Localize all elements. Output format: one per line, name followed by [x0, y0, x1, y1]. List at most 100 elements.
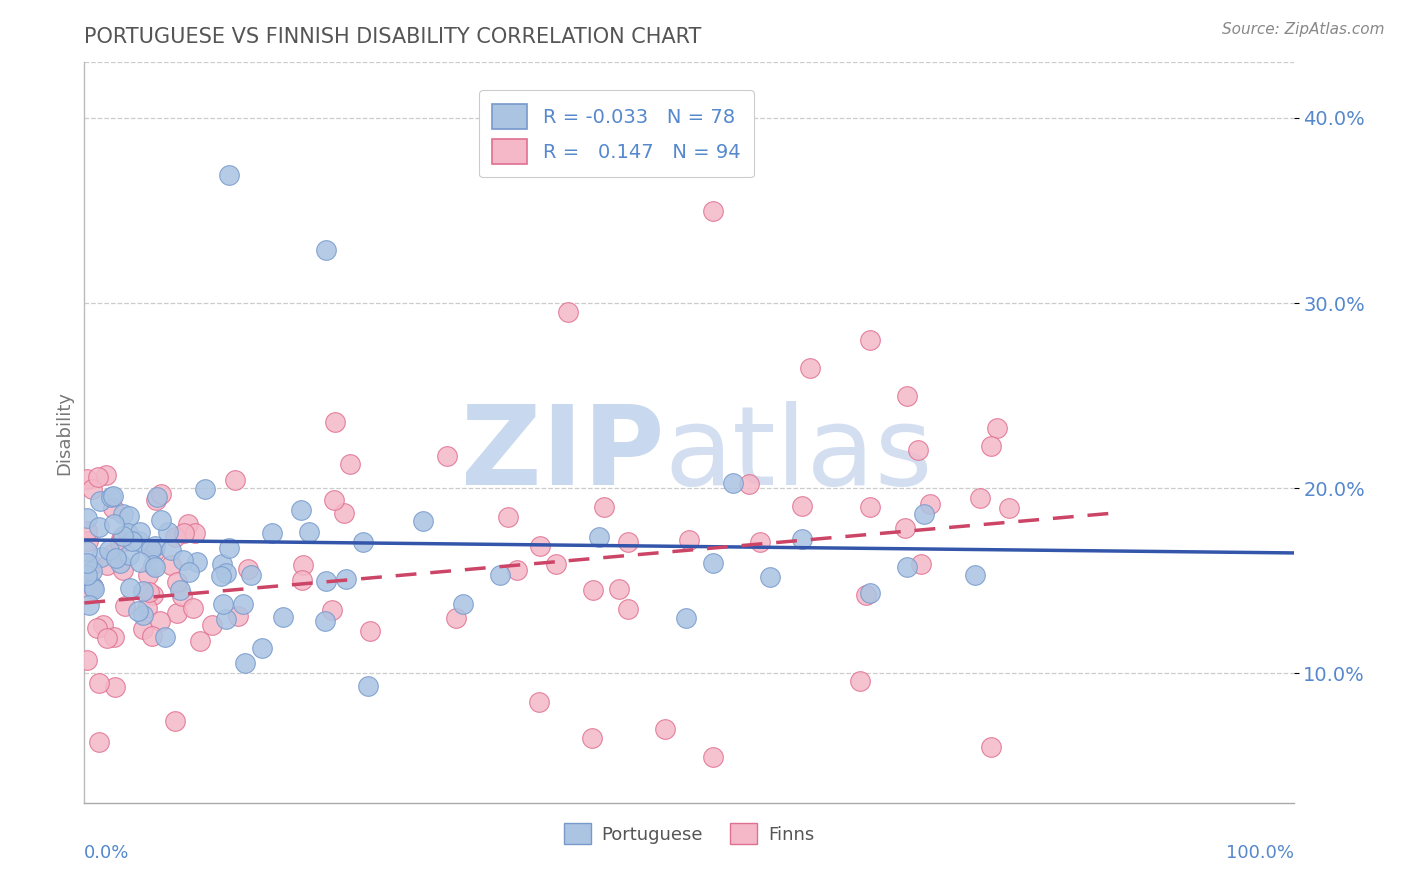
Y-axis label: Disability: Disability: [55, 391, 73, 475]
Point: [110, 533, 132, 547]
Point: [155, 630, 177, 644]
Point: [76, 533, 98, 548]
Point: [271, 610, 294, 624]
Point: [186, 556, 208, 570]
Point: [118, 509, 141, 524]
Point: [172, 552, 194, 566]
Point: [359, 624, 381, 639]
Point: [292, 558, 315, 572]
Point: [920, 497, 942, 511]
Point: [859, 333, 882, 347]
Point: [77, 599, 100, 613]
Point: [315, 574, 337, 589]
Point: [678, 533, 700, 547]
Point: [104, 681, 127, 695]
Point: [593, 500, 616, 514]
Point: [323, 415, 346, 429]
Point: [506, 563, 529, 577]
Point: [166, 574, 188, 589]
Point: [142, 545, 165, 559]
Point: [333, 506, 356, 520]
Point: [581, 731, 603, 745]
Point: [224, 473, 246, 487]
Point: [201, 618, 224, 632]
Text: 100.0%: 100.0%: [1226, 844, 1294, 862]
Point: [654, 722, 676, 736]
Point: [103, 516, 125, 531]
Point: [792, 532, 814, 546]
Point: [356, 679, 378, 693]
Point: [859, 586, 882, 600]
Text: PORTUGUESE VS FINNISH DISABILITY CORRELATION CHART: PORTUGUESE VS FINNISH DISABILITY CORRELA…: [84, 27, 702, 47]
Point: [82, 564, 104, 578]
Point: [792, 499, 814, 513]
Point: [76, 524, 98, 538]
Point: [582, 582, 605, 597]
Point: [101, 489, 124, 503]
Point: [997, 501, 1019, 516]
Point: [149, 487, 172, 501]
Point: [859, 500, 882, 515]
Point: [233, 657, 256, 671]
Point: [314, 614, 336, 628]
Point: [980, 740, 1002, 755]
Point: [127, 604, 149, 618]
Point: [759, 570, 782, 584]
Point: [103, 501, 125, 516]
Point: [436, 449, 458, 463]
Point: [128, 534, 150, 549]
Point: [193, 482, 215, 496]
Point: [489, 567, 512, 582]
Point: [86, 622, 108, 636]
Point: [83, 582, 105, 596]
Point: [121, 534, 143, 549]
Point: [529, 540, 551, 554]
Point: [165, 714, 187, 729]
Point: [723, 476, 745, 491]
Point: [142, 588, 165, 602]
Point: [912, 507, 935, 521]
Point: [749, 535, 772, 549]
Point: [114, 599, 136, 613]
Point: [90, 549, 112, 564]
Point: [702, 749, 724, 764]
Point: [184, 525, 207, 540]
Point: [173, 525, 195, 540]
Point: [111, 529, 134, 543]
Point: [335, 572, 357, 586]
Point: [76, 573, 98, 587]
Point: [100, 490, 122, 504]
Point: [339, 457, 361, 471]
Point: [131, 607, 153, 622]
Point: [291, 573, 314, 587]
Point: [211, 557, 233, 571]
Point: [128, 555, 150, 569]
Point: [160, 543, 183, 558]
Point: [108, 536, 131, 550]
Point: [108, 557, 131, 571]
Point: [352, 535, 374, 549]
Point: [145, 492, 167, 507]
Point: [260, 525, 283, 540]
Point: [76, 510, 98, 524]
Point: [96, 558, 118, 573]
Point: [907, 442, 929, 457]
Point: [141, 629, 163, 643]
Point: [702, 203, 724, 218]
Point: [232, 597, 254, 611]
Point: [76, 472, 98, 486]
Point: [226, 609, 249, 624]
Text: Source: ZipAtlas.com: Source: ZipAtlas.com: [1222, 22, 1385, 37]
Point: [132, 622, 155, 636]
Point: [290, 502, 312, 516]
Point: [910, 557, 932, 571]
Point: [181, 601, 204, 615]
Point: [111, 507, 134, 521]
Point: [100, 547, 122, 561]
Point: [855, 589, 877, 603]
Point: [132, 583, 155, 598]
Legend: Portuguese, Finns: Portuguese, Finns: [554, 814, 824, 853]
Point: [557, 305, 579, 319]
Point: [218, 168, 240, 182]
Point: [149, 615, 172, 629]
